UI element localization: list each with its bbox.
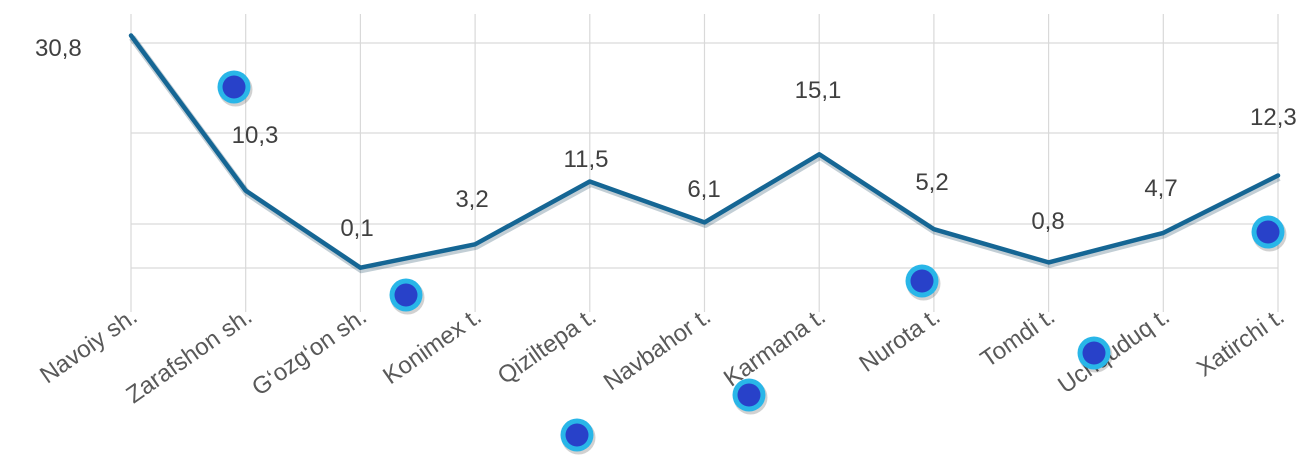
decorative-dot [217,70,253,107]
x-tick-label: Qiziltepa t. [493,303,601,390]
decorative-dot [560,418,596,455]
data-label: 6,1 [687,176,720,203]
x-tick-label: Xatirchi t. [1192,303,1289,382]
decorative-dot [905,264,941,301]
x-tick-label: Navbahor t. [599,303,716,396]
decorative-dot [732,378,768,415]
data-label: 15,1 [795,77,842,104]
data-label: 5,2 [915,169,948,196]
data-labels: 30,8 10,3 0,1 3,2 11,5 6,1 15,1 5,2 0,8 4,7 12,3 [35,35,1297,242]
data-label: 3,2 [455,186,488,213]
decorative-dot [389,278,425,315]
data-label: 4,7 [1144,175,1177,202]
series-line [128,33,1281,270]
gridlines [130,14,1279,312]
data-label: 0,8 [1031,208,1064,235]
decorative-dot [1077,336,1113,373]
decorative-dot [1251,215,1287,252]
data-label: 11,5 [564,146,609,173]
data-label: 30,8 [35,35,82,62]
x-tick-label: Konimex t. [378,303,486,390]
x-tick-label: G‘ozg‘on sh. [247,303,372,402]
decorative-dots [217,70,1287,455]
series-line-layer [128,33,1281,274]
x-tick-label: Navoiy sh. [35,303,142,389]
x-tick-label: Nurota t. [854,303,945,378]
x-tick-label: Tomdi t. [976,303,1060,373]
x-tick-label: Karmana t. [719,303,831,392]
data-label: 0,1 [340,215,373,242]
x-tick-label: Uchquduq t. [1053,303,1175,399]
series-line-shadow [129,35,1281,274]
x-tick-label: Zarafshon sh. [121,303,257,409]
data-label: 12,3 [1250,104,1297,131]
data-label: 10,3 [232,122,279,149]
